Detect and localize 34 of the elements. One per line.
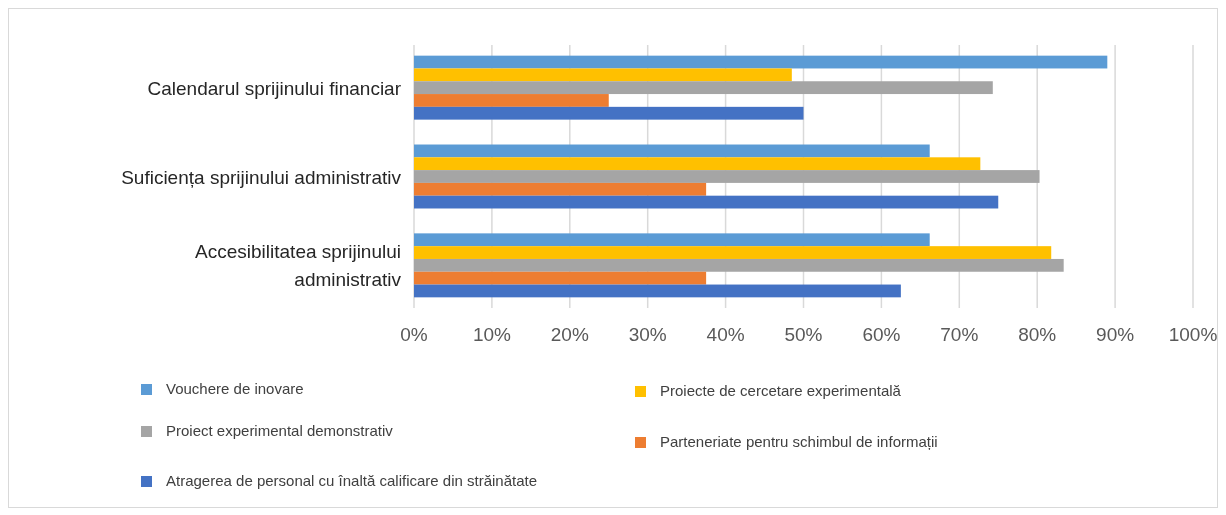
legend-label: Vouchere de inovare xyxy=(166,380,304,397)
bar xyxy=(414,81,993,95)
bar xyxy=(414,94,609,107)
bar xyxy=(414,106,804,120)
x-tick-label: 0% xyxy=(400,324,428,345)
x-tick-label: 100% xyxy=(1168,324,1218,345)
bar xyxy=(414,68,792,82)
bar xyxy=(414,246,1052,259)
y-tick-label: Suficiența sprijinului administrativ xyxy=(121,166,402,188)
bar xyxy=(414,284,901,298)
legend-label: Atragerea de personal cu înaltă calificare din străinătate xyxy=(166,472,538,489)
y-tick-label: Accesibilitatea sprijinului administrativ xyxy=(195,241,402,291)
x-tick-label: 50% xyxy=(784,324,823,345)
bar xyxy=(414,157,981,171)
x-tick-label: 60% xyxy=(862,324,901,345)
x-tick-label: 20% xyxy=(550,324,589,345)
bar xyxy=(414,258,1064,272)
bar xyxy=(414,182,707,196)
legend-label: Proiect experimental demonstrativ xyxy=(166,422,394,439)
x-tick-label: 40% xyxy=(706,324,745,345)
legend-label: Parteneriate pentru schimbul de informații xyxy=(660,433,938,450)
bar xyxy=(414,55,1108,69)
bar xyxy=(414,271,707,285)
legend-label: Proiecte de cercetare experimentală xyxy=(660,382,902,399)
bar xyxy=(414,144,930,158)
x-tick-label: 30% xyxy=(628,324,667,345)
x-tick-label: 10% xyxy=(472,324,512,345)
bar xyxy=(414,233,930,247)
x-tick-label: 80% xyxy=(1018,324,1057,345)
x-tick-label: 90% xyxy=(1096,324,1135,345)
y-tick-label: Calendarul sprijinului financiar xyxy=(147,77,402,99)
bar xyxy=(414,195,999,209)
x-tick-label: 70% xyxy=(940,324,979,345)
bar xyxy=(414,170,1040,183)
